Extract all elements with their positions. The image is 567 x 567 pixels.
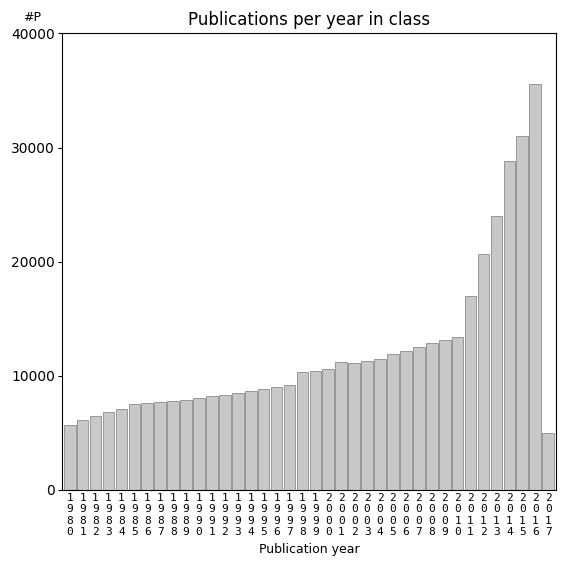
Bar	[90, 416, 101, 490]
Bar	[413, 347, 425, 490]
Bar	[503, 161, 515, 490]
Bar	[129, 404, 140, 490]
Bar	[452, 337, 463, 490]
Bar	[439, 340, 451, 490]
Bar	[297, 373, 308, 490]
Bar	[517, 136, 528, 490]
Bar	[141, 403, 153, 490]
Bar	[245, 391, 256, 490]
Bar	[206, 396, 218, 490]
Bar	[64, 425, 75, 490]
Bar	[542, 433, 554, 490]
Bar	[387, 354, 399, 490]
Bar	[77, 420, 88, 490]
Bar	[103, 412, 115, 490]
Bar	[477, 253, 489, 490]
Title: Publications per year in class: Publications per year in class	[188, 11, 430, 29]
X-axis label: Publication year: Publication year	[259, 543, 359, 556]
Bar	[400, 350, 412, 490]
Bar	[116, 409, 127, 490]
Bar	[426, 342, 438, 490]
Bar	[348, 363, 360, 490]
Bar	[232, 393, 244, 490]
Bar	[167, 401, 179, 490]
Bar	[374, 358, 386, 490]
Bar	[193, 399, 205, 490]
Bar	[465, 296, 476, 490]
Bar	[530, 84, 541, 490]
Bar	[323, 369, 334, 490]
Bar	[336, 362, 347, 490]
Bar	[258, 390, 269, 490]
Bar	[284, 385, 295, 490]
Bar	[361, 361, 373, 490]
Bar	[490, 216, 502, 490]
Bar	[154, 402, 166, 490]
Bar	[219, 395, 231, 490]
Bar	[310, 371, 321, 490]
Bar	[180, 400, 192, 490]
Bar	[271, 387, 282, 490]
Y-axis label: #P: #P	[23, 11, 41, 24]
